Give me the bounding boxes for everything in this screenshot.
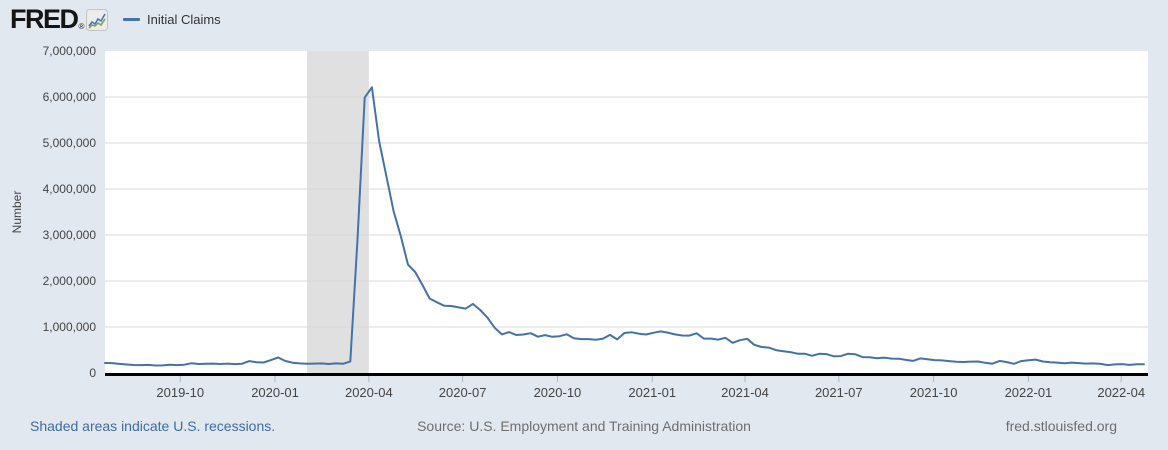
header: FRED ® Initial Claims [0, 0, 1168, 42]
y-tick-label: 0 [89, 366, 96, 380]
chart-canvas[interactable]: 0 1,000,000 2,000,000 3,000,000 4,000,000 5,0… [0, 0, 1168, 404]
x-tick-label: 2020-04 [345, 385, 393, 400]
series-line-initial-claims [104, 86, 1145, 367]
plot-area[interactable] [105, 51, 1148, 373]
y-tick-label: 4,000,000 [43, 182, 97, 196]
legend-item-initial-claims[interactable]: Initial Claims [123, 12, 221, 27]
legend-label: Initial Claims [147, 12, 221, 27]
y-tick-label: 6,000,000 [43, 90, 97, 104]
x-tick-label: 2022-04 [1097, 385, 1145, 400]
y-tick-label: 7,000,000 [43, 44, 97, 58]
footer: Shaded areas indicate U.S. recessions. S… [0, 414, 1168, 450]
y-tick-label: 2,000,000 [43, 274, 97, 288]
fred-logo[interactable]: FRED ® [10, 4, 109, 34]
y-tick-label: 5,000,000 [43, 136, 97, 150]
source-note: Source: U.S. Employment and Training Adm… [417, 418, 751, 434]
x-axis-line [105, 373, 1148, 376]
x-tick-label: 2020-10 [534, 385, 582, 400]
fred-url-link[interactable]: fred.stlouisfed.org [1005, 418, 1117, 434]
x-tick-label: 2021-10 [910, 385, 958, 400]
y-tick-label: 3,000,000 [43, 228, 97, 242]
recessions-note-link[interactable]: Shaded areas indicate U.S. recessions. [30, 418, 276, 434]
legend-line-swatch [123, 18, 140, 21]
registered-mark-icon: ® [78, 22, 85, 31]
y-axis-title: Number [10, 191, 24, 234]
fred-icon-blue-line [88, 13, 107, 26]
x-tick-label: 2020-01 [251, 385, 299, 400]
x-tick-label: 2022-01 [1005, 385, 1053, 400]
fred-logo-text: FRED [10, 4, 79, 34]
fred-sparkline-icon [86, 8, 109, 31]
x-tick-label: 2020-07 [439, 385, 487, 400]
x-tick-label: 2021-07 [815, 385, 863, 400]
x-tick-label: 2019-10 [156, 385, 204, 400]
x-tick-label: 2021-04 [721, 385, 769, 400]
fred-icon-green-line [88, 18, 107, 29]
x-tick-label: 2021-01 [628, 385, 676, 400]
y-tick-label: 1,000,000 [43, 320, 97, 334]
